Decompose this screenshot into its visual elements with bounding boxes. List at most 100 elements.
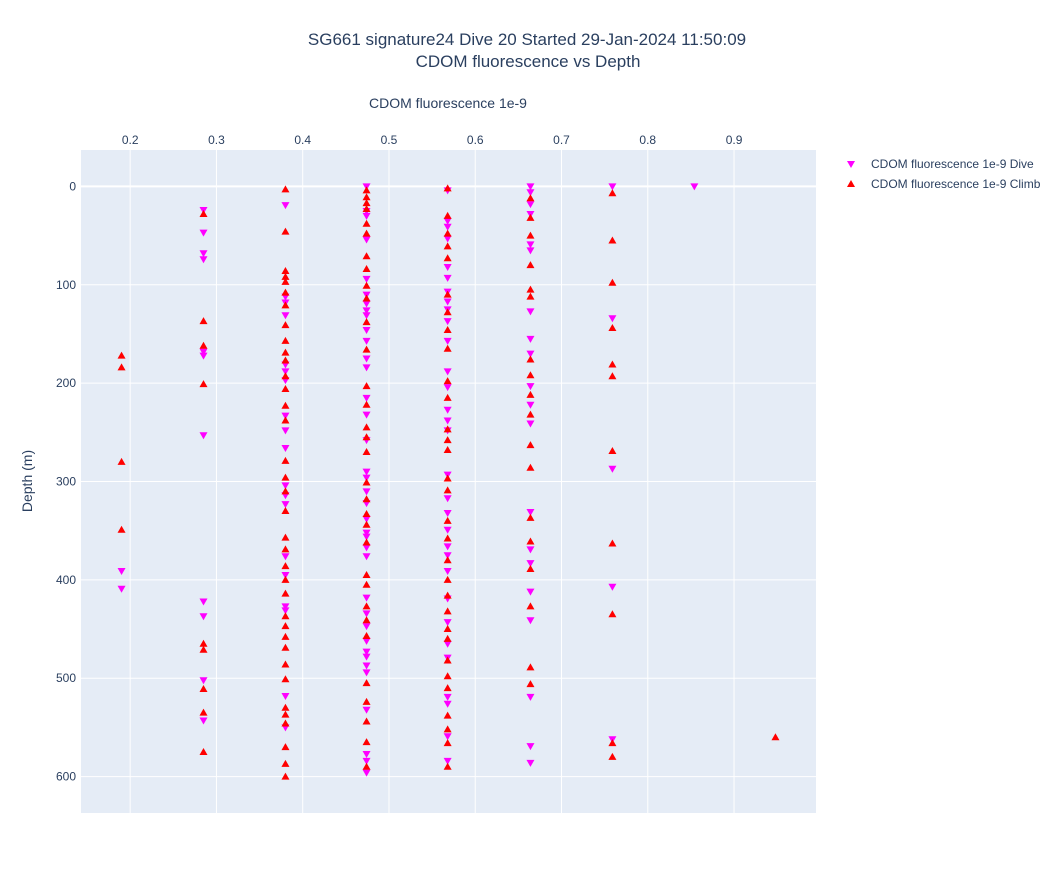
legend-item-dive[interactable]: CDOM fluorescence 1e-9 Dive bbox=[847, 157, 1034, 171]
climb-point bbox=[281, 589, 290, 597]
dive-point bbox=[199, 352, 208, 360]
y-tick-label: 0 bbox=[69, 179, 76, 193]
dive-point bbox=[281, 427, 290, 435]
climb-point bbox=[362, 538, 371, 546]
climb-point bbox=[362, 679, 371, 687]
climb-point bbox=[608, 236, 617, 244]
climb-point bbox=[443, 684, 452, 692]
climb-point bbox=[526, 285, 535, 293]
climb-point bbox=[608, 372, 617, 380]
dive-point bbox=[199, 348, 208, 356]
dive-point bbox=[199, 432, 208, 440]
climb-point bbox=[608, 189, 617, 197]
climb-point bbox=[526, 410, 535, 418]
dive-point bbox=[443, 337, 452, 345]
climb-point bbox=[443, 211, 452, 219]
x-tick-labels: 0.2 0.3 0.4 0.5 0.6 0.7 0.8 0.9 bbox=[122, 133, 743, 147]
climb-point bbox=[526, 463, 535, 471]
climb-point bbox=[526, 390, 535, 398]
dive-point bbox=[362, 337, 371, 345]
dive-point bbox=[281, 482, 290, 490]
dive-point bbox=[281, 607, 290, 615]
dive-point bbox=[281, 445, 290, 453]
climb-point bbox=[281, 759, 290, 767]
dive-point bbox=[443, 235, 452, 243]
dive-point bbox=[443, 733, 452, 741]
dive-point bbox=[443, 384, 452, 392]
climb-point bbox=[281, 227, 290, 235]
climb-point bbox=[281, 622, 290, 630]
climb-point bbox=[608, 324, 617, 332]
climb-point bbox=[281, 456, 290, 464]
legend[interactable]: CDOM fluorescence 1e-9 Dive CDOM fluores… bbox=[847, 157, 1041, 191]
climb-point bbox=[608, 539, 617, 547]
legend-item-climb[interactable]: CDOM fluorescence 1e-9 Climb bbox=[847, 177, 1041, 191]
climb-point bbox=[281, 288, 290, 296]
dive-point bbox=[362, 653, 371, 661]
y-tick-label: 400 bbox=[56, 573, 76, 587]
dive-point bbox=[362, 411, 371, 419]
dive-point bbox=[281, 312, 290, 320]
dive-point bbox=[362, 529, 371, 537]
y-tick-label: 200 bbox=[56, 376, 76, 390]
dive-point bbox=[362, 757, 371, 765]
climb-point bbox=[526, 513, 535, 521]
climb-point bbox=[199, 708, 208, 716]
dive-point bbox=[117, 568, 126, 576]
climb-point bbox=[362, 738, 371, 746]
dive-point bbox=[362, 394, 371, 402]
climb-point bbox=[362, 762, 371, 770]
dive-point bbox=[526, 401, 535, 409]
climb-point bbox=[281, 348, 290, 356]
climb-point bbox=[362, 433, 371, 441]
climb-point bbox=[281, 703, 290, 711]
dive-point bbox=[199, 613, 208, 621]
x-axis-title: CDOM fluorescence 1e-9 bbox=[369, 95, 527, 111]
climb-point bbox=[443, 534, 452, 542]
climb-point bbox=[362, 495, 371, 503]
climb-point bbox=[443, 711, 452, 719]
dive-point bbox=[362, 355, 371, 363]
dive-point bbox=[362, 553, 371, 561]
climb-point bbox=[526, 292, 535, 300]
dive-point bbox=[362, 637, 371, 645]
dive-point bbox=[199, 717, 208, 725]
dive-point bbox=[362, 669, 371, 677]
climb-point bbox=[281, 643, 290, 651]
dive-point bbox=[526, 743, 535, 751]
dive-point bbox=[526, 560, 535, 568]
dive-point bbox=[362, 706, 371, 714]
climb-point bbox=[362, 602, 371, 610]
dive-point bbox=[443, 264, 452, 272]
dive-point bbox=[281, 368, 290, 376]
climb-point bbox=[281, 772, 290, 780]
climb-point bbox=[526, 663, 535, 671]
dive-point bbox=[608, 183, 617, 191]
dive-point bbox=[526, 420, 535, 428]
climb-point bbox=[281, 401, 290, 409]
dive-point bbox=[443, 757, 452, 765]
climb-point bbox=[443, 326, 452, 334]
climb-point bbox=[443, 725, 452, 733]
climb-point bbox=[199, 748, 208, 756]
x-tick-label: 0.2 bbox=[122, 133, 139, 147]
x-tick-label: 0.8 bbox=[639, 133, 656, 147]
dive-point bbox=[362, 236, 371, 244]
dive-point bbox=[443, 526, 452, 534]
climb-point bbox=[281, 487, 290, 495]
dive-point bbox=[443, 568, 452, 576]
dive-point bbox=[199, 598, 208, 606]
climb-point bbox=[443, 516, 452, 524]
dive-point bbox=[443, 640, 452, 648]
dive-point bbox=[443, 552, 452, 560]
dive-point bbox=[281, 412, 290, 420]
dive-point bbox=[362, 364, 371, 372]
dive-point bbox=[443, 318, 452, 326]
dive-point bbox=[608, 465, 617, 473]
dive-point bbox=[526, 241, 535, 249]
climb-point bbox=[608, 610, 617, 618]
dive-point bbox=[281, 571, 290, 579]
dive-point bbox=[526, 588, 535, 596]
dive-point bbox=[362, 275, 371, 283]
data-markers bbox=[117, 183, 780, 780]
